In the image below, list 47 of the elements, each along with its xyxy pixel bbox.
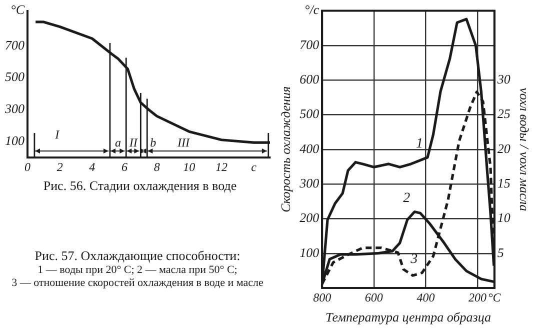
annotation: II <box>128 136 138 150</box>
annotation: I <box>54 128 60 142</box>
annotation: a <box>114 135 121 150</box>
y2-axis-title: vохл воды / vохл масла <box>516 88 532 212</box>
y2-tick-label: 5 <box>497 244 504 260</box>
x-axis-title: Температура центра образца <box>326 310 492 325</box>
x-tick-label: 10 <box>183 160 196 174</box>
y-tick-label: 200 <box>300 210 320 226</box>
x-tick-label: 600 <box>364 290 383 304</box>
y2-tick-label: 20 <box>497 140 511 156</box>
y-tick-label: 500 <box>300 106 320 122</box>
y2-tick-label: 30 <box>496 72 511 87</box>
y2-tick-label: 15 <box>497 175 511 190</box>
y-tick-label: 700 <box>300 36 320 52</box>
y2-tick-label: 25 <box>497 106 511 122</box>
y-tick-label: 500 <box>5 69 25 84</box>
y-tick-label: °C <box>10 2 25 18</box>
x-tick-label: 4 <box>89 160 96 174</box>
y-tick-label: 300 <box>4 101 25 116</box>
text: Рис. 57. Охлаждающие способности: <box>34 248 240 263</box>
x-tick-label: 2 <box>56 160 63 174</box>
y-tick-label: 700 <box>5 37 25 52</box>
y-tick-label: 400 <box>300 140 320 156</box>
series-label: 2 <box>403 190 410 206</box>
y-tick-label: 600 <box>300 72 320 87</box>
x-tick-label: c <box>251 160 258 174</box>
x-tick-label: 6 <box>122 160 128 174</box>
x-tick-label: 200 <box>468 290 487 304</box>
annotation: b <box>150 136 156 150</box>
x-tick-label: 0 <box>24 160 30 174</box>
y2-tick-label: 10 <box>497 210 511 226</box>
y-tick-label: 300 <box>298 175 320 190</box>
text: 1 — воды при 20° С; 2 — масла при 50° С; <box>36 264 238 277</box>
y-tick-label: 100 <box>300 244 320 260</box>
text: 3 — отношение скоростей охлаждения в воде и масле <box>10 277 264 290</box>
y-tick-label: °/с <box>304 2 320 18</box>
text: Рис. 56. Стадии охлаждения в воде <box>42 178 238 194</box>
x-tick-label: 8 <box>154 160 160 174</box>
x-tick-label: 800 <box>313 290 332 304</box>
x-tick-label: 12 <box>216 160 228 174</box>
y-tick-label: 100 <box>5 133 25 148</box>
series-label: 1 <box>416 136 424 152</box>
x-tick-label: 400 <box>416 290 435 304</box>
x-tick-label: °C <box>488 290 502 304</box>
annotation: III <box>176 136 190 150</box>
y-axis-title: Скорость охлаждения <box>278 86 294 212</box>
series-label: 3 <box>410 252 418 267</box>
